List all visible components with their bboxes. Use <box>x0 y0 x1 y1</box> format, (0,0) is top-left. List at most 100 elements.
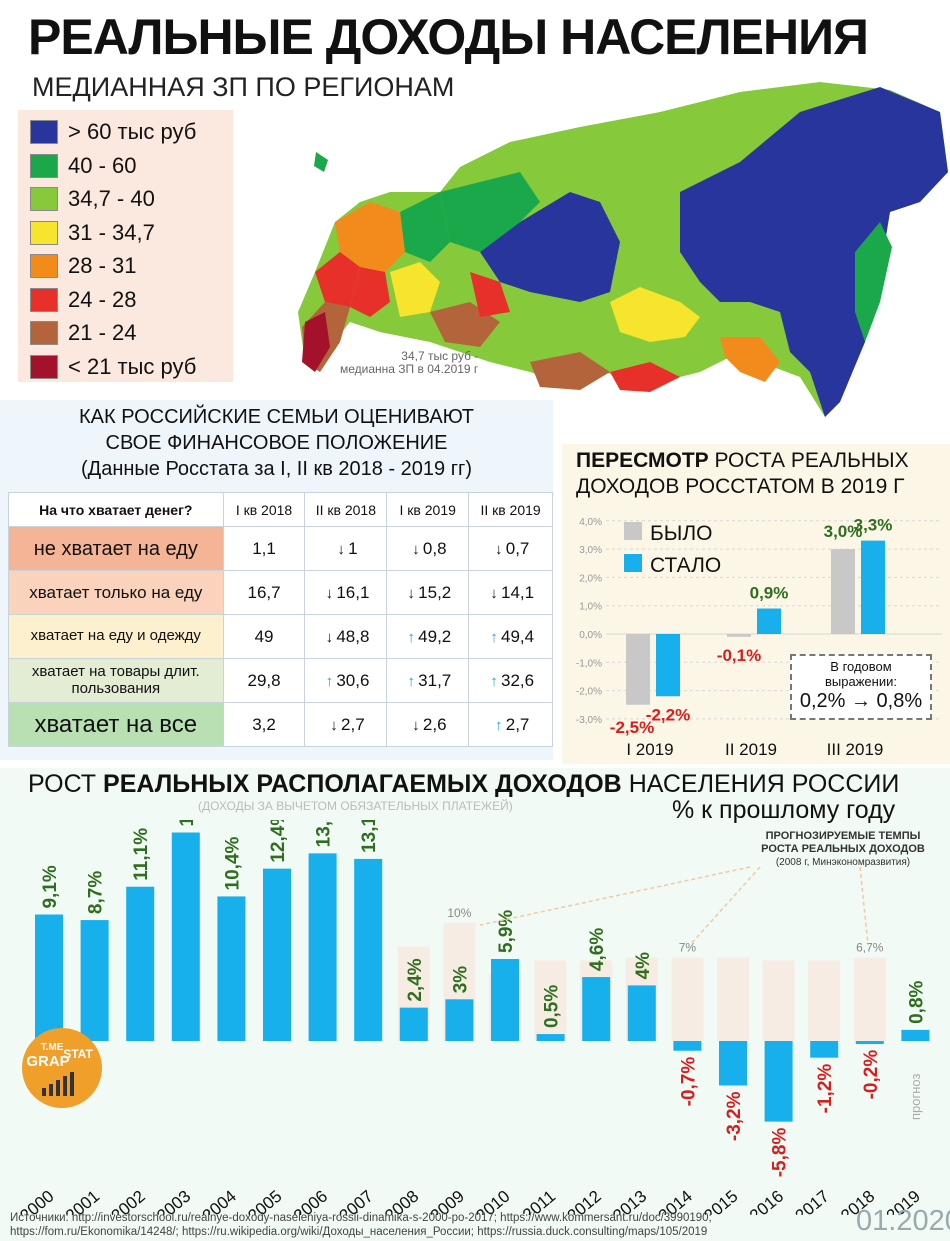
growth-bar <box>536 1034 565 1041</box>
survey-header-cell: I кв 2018 <box>222 492 306 527</box>
arrow-down-icon: ↓ <box>325 628 334 646</box>
survey-value: 15,2 <box>418 582 452 602</box>
survey-value: 1 <box>348 538 358 558</box>
forecast-caption-line: (2008 г, Минэкономразвития) <box>776 857 910 868</box>
growth-bar <box>217 896 246 1041</box>
map-legend: > 60 тыс руб 40 - 60 34,7 - 40 31 - 34,7 28 … <box>18 110 233 382</box>
growth-title-pre: РОСТ <box>28 770 104 798</box>
growth-bar <box>263 868 291 1041</box>
legend-swatch <box>30 254 58 278</box>
survey-row-label: не хватает на еду <box>8 526 224 571</box>
legend-label: 28 - 31 <box>68 253 137 278</box>
arrow-down-icon: ↓ <box>412 540 420 558</box>
growth-data-label: -1,2% <box>815 1064 836 1114</box>
forecast-bar <box>534 960 567 1041</box>
legend-label: > 60 тыс руб <box>68 119 197 144</box>
legend-item: 34,7 - 40 <box>30 185 155 213</box>
growth-data-label: 11,1% <box>131 828 152 881</box>
revision-bar <box>831 549 855 634</box>
revision-data-label: -2,2% <box>646 705 690 724</box>
survey-cell: 49 <box>222 614 306 659</box>
survey-header-cell: II кв 2019 <box>468 492 553 527</box>
growth-data-label: 15% <box>177 820 198 827</box>
legend-swatch <box>30 354 58 379</box>
map-note-line1: 34,7 тыс руб - <box>401 349 479 363</box>
forecast-label: 6,7% <box>856 941 884 955</box>
revision-data-label: 0,9% <box>750 584 789 603</box>
revision-title-line2: ДОХОДОВ РОССТАТОМ В 2019 Г <box>576 475 905 498</box>
growth-bar <box>171 832 200 1041</box>
arrow-down-icon: ↓ <box>325 584 334 602</box>
legend-swatch <box>30 153 58 178</box>
arrow-up-icon: ↑ <box>490 672 498 690</box>
legend-item: 24 - 28 <box>30 286 137 314</box>
survey-cell: ↓ 48,8 <box>304 614 388 659</box>
arrow-up-icon: ↑ <box>407 672 415 690</box>
legend-swatch-before <box>624 522 642 540</box>
legend-label-before: БЫЛО <box>650 522 713 545</box>
annual-line2: выражении: <box>825 674 897 689</box>
growth-bar <box>491 958 519 1041</box>
survey-header-row: На что хватает денег? I кв 2018 II кв 20… <box>8 492 553 527</box>
arrow-down-icon: ↓ <box>490 584 498 602</box>
growth-data-label: 10,4% <box>222 836 243 890</box>
map-note: 34,7 тыс руб - медианна ЗП в 04.2019 г <box>340 350 478 376</box>
survey-cell: ↑ 2,7 <box>468 702 553 747</box>
legend-item: < 21 тыс руб <box>30 353 196 381</box>
legend-item: > 60 тыс руб <box>30 118 196 146</box>
survey-cell: 29,8 <box>222 658 306 703</box>
growth-data-label: 5,9% <box>496 910 517 953</box>
y-tick-label: -3,0% <box>576 715 602 726</box>
growth-data-label: 13,1% <box>359 820 380 853</box>
legend-label-after: СТАЛО <box>650 554 721 577</box>
survey-cell: 16,7 <box>222 570 306 615</box>
survey-value: 48,8 <box>336 626 370 646</box>
survey-title-line3: (Данные Росстата за I, II кв 2018 - 2019… <box>81 458 472 480</box>
forecast-pointer <box>689 866 761 946</box>
forecast-bar <box>762 960 795 1041</box>
survey-cell: ↓ 15,2 <box>386 570 470 615</box>
survey-cell: ↑ 32,6 <box>468 658 553 703</box>
logo-text: STAT <box>63 1047 93 1061</box>
survey-value: 49 <box>254 626 274 646</box>
survey-value: 2,7 <box>341 714 365 734</box>
logo-text: GRAP <box>26 1053 69 1070</box>
survey-row-label: хватает на еду и одежду <box>8 614 224 659</box>
revision-chart: 4,0% 3,0% 2,0% 1,0% 0,0% -1,0% -2,0% -3,0% -2,5%… <box>576 516 942 759</box>
y-tick-label: 0,0% <box>579 630 602 641</box>
arrow-down-icon: ↓ <box>407 584 415 602</box>
survey-row: не хватает на еду 1,1 ↓ 1 ↓ 0,8 ↓ 0,7 <box>8 526 553 571</box>
legend-item: 40 - 60 <box>30 152 137 180</box>
revision-data-label: 3,3% <box>854 516 893 535</box>
survey-value: 16,7 <box>247 582 281 602</box>
annual-values: 0,2% → 0,8% <box>799 690 923 712</box>
revision-data-label: 3,0% <box>824 522 863 541</box>
survey-value: 0,8 <box>422 538 447 558</box>
survey-value: 2,6 <box>422 714 447 734</box>
survey-cell: ↓ 14,1 <box>468 570 553 615</box>
survey-value: 31,7 <box>418 670 452 690</box>
revision-title-bold: ПЕРЕСМОТР <box>576 449 709 472</box>
survey-header-cell: На что хватает денег? <box>8 492 224 527</box>
survey-value: 49,2 <box>418 626 452 646</box>
survey-cell: ↓ 16,1 <box>304 570 388 615</box>
arrow-down-icon: ↓ <box>337 540 345 558</box>
forecast-bar <box>671 957 704 1041</box>
survey-row: хватает на все 3,2 ↓ 2,7 ↓ 2,6 ↑ 2,7 <box>8 702 553 747</box>
forecast-word: прогноз <box>908 1073 923 1120</box>
legend-swatch <box>30 287 58 312</box>
growth-bar <box>354 858 383 1041</box>
y-tick-label: 3,0% <box>579 545 602 556</box>
page-title: РЕАЛЬНЫЕ ДОХОДЫ НАСЕЛЕНИЯ <box>28 9 869 65</box>
growth-bar <box>308 853 337 1041</box>
growth-bar <box>399 1007 428 1041</box>
sources-line1: Источники: http://investorschool.ru/real… <box>10 1212 712 1224</box>
growth-bar <box>126 886 155 1041</box>
logo-bar <box>49 1084 53 1096</box>
survey-cell: ↓ 2,7 <box>304 702 388 747</box>
survey-row: хватает на товары длит. пользования 29,8 ↑… <box>8 658 553 703</box>
survey-row-label: хватает на товары длит. пользования <box>8 658 224 703</box>
growth-data-label: 0,8% <box>906 980 927 1023</box>
logo-bar <box>70 1072 74 1096</box>
map-note-line2: медианна ЗП в 04.2019 г <box>340 362 479 376</box>
